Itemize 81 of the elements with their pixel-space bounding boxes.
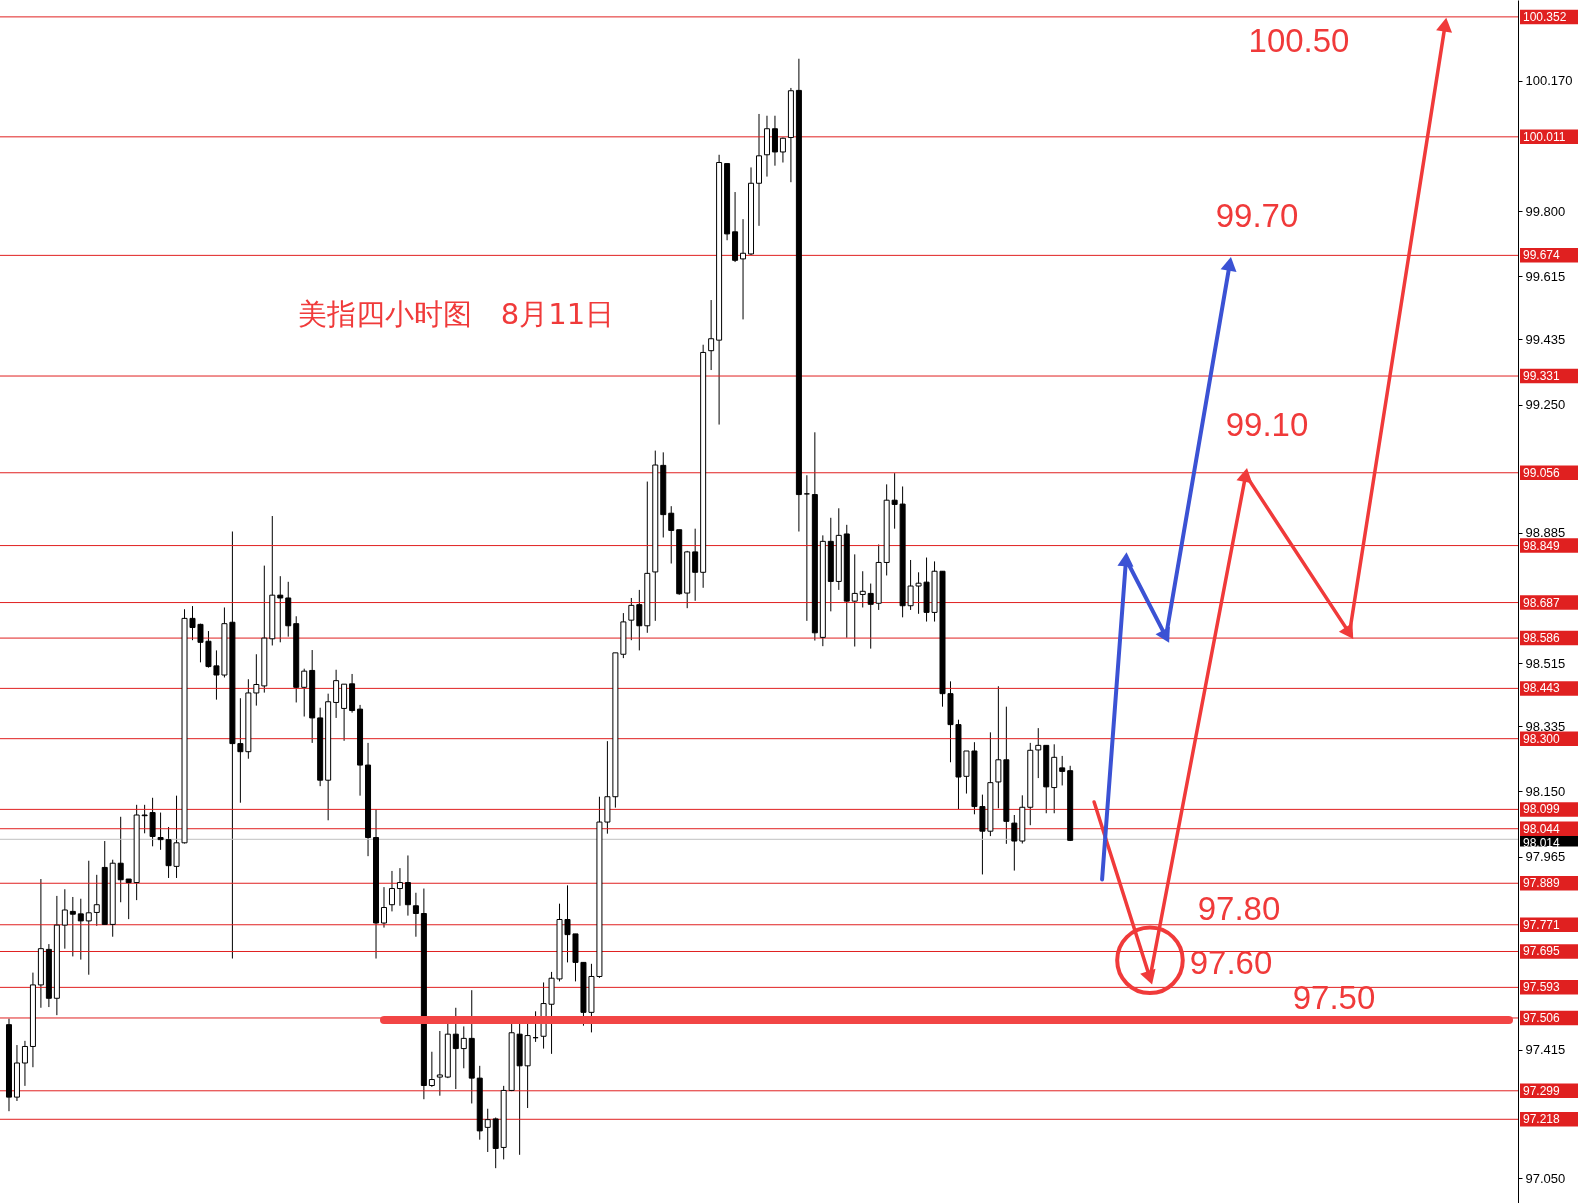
candlestick <box>333 669 340 719</box>
ref-line-label: 98.849 <box>1523 538 1561 553</box>
y-tick-label: 99.250 <box>1525 397 1566 413</box>
annotation: 99.70 <box>1215 197 1299 234</box>
candlestick <box>117 816 124 903</box>
y-tick-label: 98.885 <box>1525 525 1566 541</box>
candlestick <box>125 878 132 920</box>
candlestick <box>1035 727 1042 779</box>
point <box>1140 968 1156 985</box>
candlestick <box>779 137 786 164</box>
ref-line-label: 97.695 <box>1523 944 1561 959</box>
candlestick <box>668 505 675 565</box>
y-tick-label: 99.435 <box>1525 331 1566 347</box>
candlestick <box>412 892 419 938</box>
candlestick <box>380 886 387 929</box>
ref-line-label: 100.352 <box>1523 9 1567 24</box>
ref-line-label: 97.506 <box>1523 1010 1561 1025</box>
candlestick <box>428 1051 435 1088</box>
y-tick-label: 98.515 <box>1525 655 1566 671</box>
ref-line-label: 98.099 <box>1523 802 1561 817</box>
annotation: 97.80 <box>1197 890 1281 927</box>
candlestick <box>436 1030 443 1097</box>
candlestick <box>404 854 411 917</box>
candlestick <box>771 115 778 167</box>
candlestick <box>301 668 308 718</box>
candlestick <box>859 570 866 608</box>
ref-line-label: 99.674 <box>1523 248 1561 263</box>
ref-line-label: 97.218 <box>1523 1112 1561 1127</box>
ref-line-label: 98.443 <box>1523 681 1561 696</box>
candlestick <box>277 575 284 643</box>
annotation: 97.60 <box>1189 944 1273 981</box>
ref-line-label: 97.889 <box>1523 876 1561 891</box>
annotation: 100.50 <box>1248 22 1350 59</box>
ref-line-label: 98.586 <box>1523 631 1561 646</box>
annotation: 99.10 <box>1225 406 1309 443</box>
candlestick <box>636 589 643 651</box>
y-tick-label: 99.800 <box>1525 203 1566 219</box>
candlestick <box>460 1025 467 1069</box>
ref-line-label: 97.593 <box>1523 980 1561 995</box>
candlestick <box>452 1007 459 1090</box>
ref-line-label: 99.331 <box>1523 369 1561 384</box>
candlestick <box>740 218 747 320</box>
candlestick <box>69 896 76 957</box>
y-tick-label: 97.050 <box>1525 1170 1566 1186</box>
point <box>1117 552 1134 567</box>
point <box>1236 468 1253 484</box>
candlestick <box>867 583 874 650</box>
candlestick <box>1059 755 1066 786</box>
ref-line-label: 98.044 <box>1523 821 1561 836</box>
candlestick <box>21 1040 28 1087</box>
candlestick <box>628 597 635 641</box>
candlestick <box>484 1108 491 1153</box>
candlestick <box>85 860 92 976</box>
ref-line-label: 100.011 <box>1523 129 1566 144</box>
text: 美指四小时图 8月11日 <box>297 297 615 331</box>
y-tick-label: 97.965 <box>1525 849 1566 865</box>
ref-line-label: 98.014 <box>1523 836 1561 851</box>
candlestick <box>61 888 68 950</box>
point <box>1220 256 1237 273</box>
ref-line-label: 99.056 <box>1523 465 1561 480</box>
candlestick <box>708 299 715 371</box>
candlestick <box>803 474 810 622</box>
candlestick <box>1011 814 1018 872</box>
candlestick <box>93 874 100 927</box>
candlestick <box>692 528 699 602</box>
ref-line-label: 97.299 <box>1523 1083 1561 1098</box>
candlestick <box>388 870 395 912</box>
ref-line-label: 98.687 <box>1523 595 1561 610</box>
y-tick-label: 99.615 <box>1525 268 1566 284</box>
point <box>1115 925 1185 996</box>
candlestick <box>396 867 403 907</box>
y-tick-label: 98.150 <box>1525 783 1566 799</box>
candlestick <box>77 898 84 961</box>
point <box>1436 17 1453 33</box>
candlestick <box>851 553 858 648</box>
y-tick-label: 100.170 <box>1525 73 1573 89</box>
y-tick-label: 97.415 <box>1525 1042 1566 1058</box>
annotation: 97.50 <box>1292 979 1376 1016</box>
y-tick-label: 98.335 <box>1525 718 1566 734</box>
ref-line-label: 97.771 <box>1523 917 1561 932</box>
ref-line-label: 98.300 <box>1523 731 1561 746</box>
